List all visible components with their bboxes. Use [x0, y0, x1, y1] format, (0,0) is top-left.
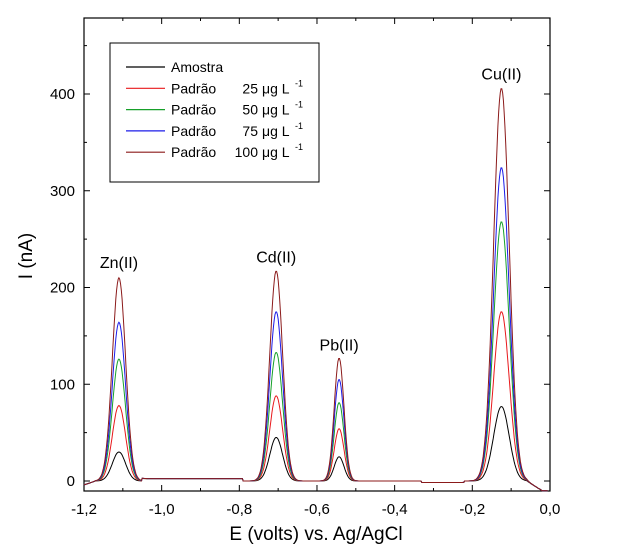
y-tick-label: 400 — [50, 86, 75, 103]
x-tick-label: -0,6 — [304, 501, 330, 518]
series-line-4 — [83, 88, 548, 492]
legend-label: Padrão — [171, 144, 216, 160]
peak-annotations: Zn(II) Cd(II) Pb(II) Cu(II) — [100, 66, 522, 354]
legend-concentration: 75 — [242, 123, 258, 139]
legend-label: Padrão — [171, 80, 216, 96]
peak-label: Zn(II) — [100, 255, 138, 272]
y-tick-label: 300 — [50, 183, 75, 200]
legend-concentration: 50 — [242, 102, 258, 118]
x-tick-label: -1,0 — [149, 501, 175, 518]
peak-label: Pb(II) — [320, 337, 359, 354]
y-tick-label: 100 — [50, 376, 75, 393]
legend-concentration: 25 — [242, 80, 258, 96]
legend-unit: μg L — [262, 80, 290, 96]
x-axis-title: E (volts) vs. Ag/AgCl — [229, 524, 402, 545]
x-tick-label: -1,2 — [71, 501, 97, 518]
legend-unit-exponent: -1 — [295, 121, 303, 131]
legend-unit: μg L — [262, 102, 290, 118]
legend-unit-exponent: -1 — [295, 142, 303, 152]
x-tick-label: 0,0 — [540, 501, 561, 518]
legend-unit-exponent: -1 — [295, 78, 303, 88]
legend-unit-exponent: -1 — [295, 100, 303, 110]
x-tick-label: -0,2 — [459, 501, 485, 518]
series-layer — [83, 88, 548, 492]
legend-concentration: 100 — [235, 144, 259, 160]
legend-label: Amostra — [171, 59, 223, 75]
x-tick-label: -0,8 — [226, 501, 252, 518]
y-axis-ticks: 0 100 200 300 400 — [50, 45, 550, 490]
peak-label: Cd(II) — [256, 249, 296, 266]
x-axis-ticks: -1,2 -1,0 -0,8 -0,6 -0,4 -0,2 0,0 — [71, 18, 560, 518]
y-axis-title: I (nA) — [16, 233, 37, 279]
legend-box — [109, 42, 320, 183]
series-line-2 — [83, 221, 548, 492]
legend-label: Padrão — [171, 123, 216, 139]
series-line-1 — [83, 311, 548, 492]
series-line-3 — [83, 167, 548, 492]
legend-unit: μg L — [262, 123, 290, 139]
y-tick-label: 200 — [50, 280, 75, 297]
y-tick-label: 0 — [67, 473, 75, 490]
legend-unit: μg L — [262, 144, 290, 160]
legend-label: Padrão — [171, 102, 216, 118]
peak-label: Cu(II) — [481, 66, 521, 83]
x-tick-label: -0,4 — [382, 501, 408, 518]
